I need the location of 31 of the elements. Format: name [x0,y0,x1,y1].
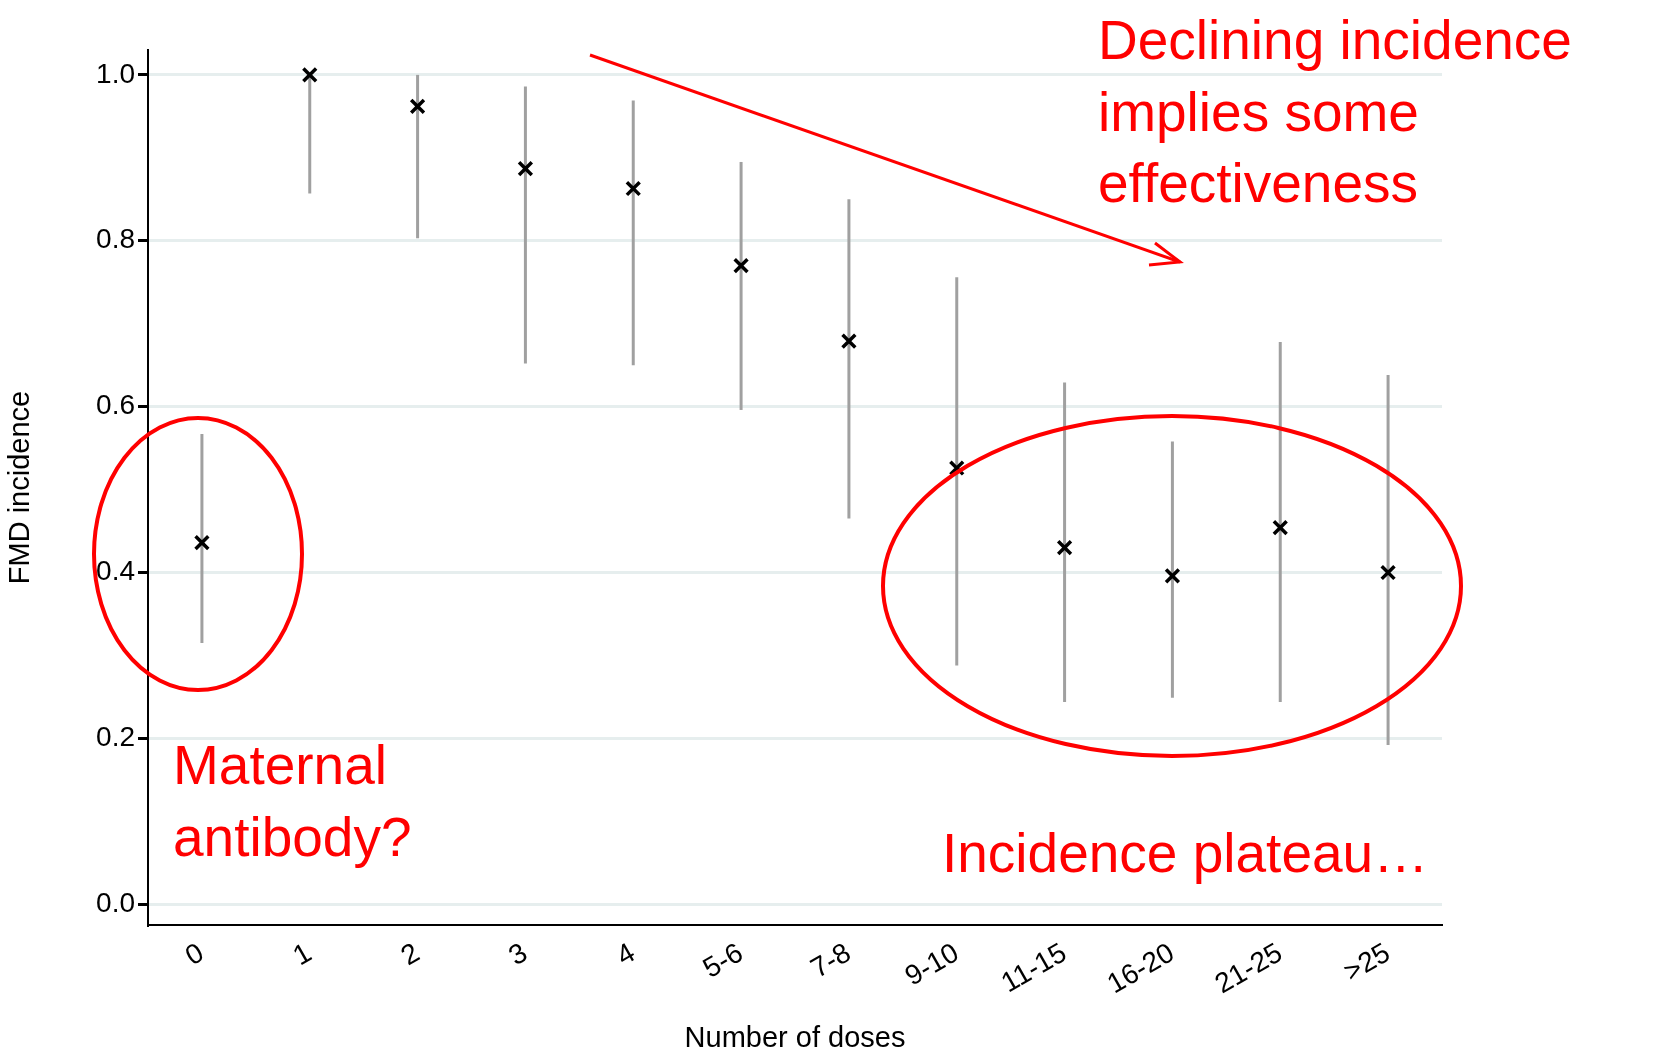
point [193,534,211,551]
point [1056,539,1073,556]
x-tick-label: 3 [503,936,533,972]
point [301,66,318,83]
y-tick-label: 1.0 [96,57,135,89]
annotation: Maternal antibody? [173,733,412,870]
y-tick-label: 0.0 [96,886,135,918]
x-tick-label: 2 [395,936,425,972]
point [517,160,534,177]
y-axis-title: FMD incidence [3,390,36,585]
y-tick-label: 0.4 [96,555,135,587]
x-tick-label: 0 [179,936,209,972]
y-tick-label: 0.6 [96,389,135,421]
x-tick-label: 7-8 [805,936,856,984]
point [409,98,426,115]
y-tick-label: 0.8 [96,223,135,255]
point [1272,519,1289,536]
x-tick-label: >25 [1338,936,1395,988]
x-tick-label: 5-6 [697,936,748,984]
x-tick-label: 9-10 [899,936,964,992]
annotation: Incidence plateau… [942,821,1429,886]
point [1164,567,1181,584]
x-axis-title: Number of doses [684,1020,906,1053]
point [1379,564,1397,581]
point [625,180,642,197]
x-tick-label: 1 [287,936,317,972]
x-tick-label: 4 [611,936,641,972]
y-tick-label: 0.2 [96,721,135,753]
annotation: Declining incidence implies some effectiveness [1098,8,1572,216]
point [840,333,858,350]
point [732,257,750,274]
